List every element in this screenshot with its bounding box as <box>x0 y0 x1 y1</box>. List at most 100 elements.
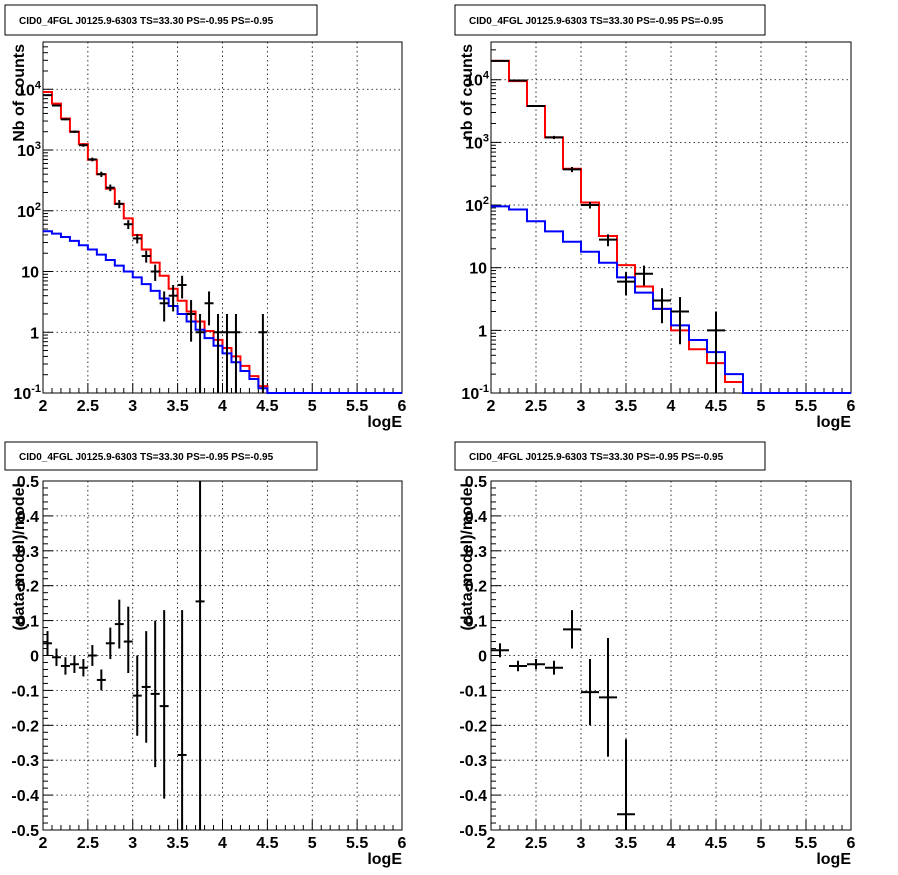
x-tick-label: 4 <box>218 835 227 852</box>
y-tick-label: -0.1 <box>459 683 487 700</box>
x-tick-label: 3.5 <box>615 398 637 415</box>
data-point <box>96 171 106 177</box>
data-point <box>213 313 223 393</box>
data-point <box>78 658 88 677</box>
data-point <box>545 135 563 140</box>
data-point <box>141 250 151 263</box>
y-tick-label: -0.5 <box>459 823 487 840</box>
chart-panel-1: CID0_4FGL J0125.9-6303 TS=33.30 PS=-0.95… <box>4 4 407 431</box>
data-point <box>563 166 581 173</box>
data-point <box>141 631 151 743</box>
x-tick-label: 2 <box>487 398 496 415</box>
data-point <box>599 234 617 247</box>
data-point <box>132 234 142 244</box>
data-point <box>123 220 133 230</box>
data-point <box>186 299 196 342</box>
x-tick-label: 3.5 <box>167 398 189 415</box>
x-tick-label: 4.5 <box>705 398 727 415</box>
y-tick-label: 1 <box>478 323 487 340</box>
panel-title: CID0_4FGL J0125.9-6303 TS=33.30 PS=-0.95… <box>19 452 274 463</box>
x-tick-label: 4 <box>667 398 676 415</box>
data-point <box>87 645 97 666</box>
grid <box>490 42 852 394</box>
x-tick-label: 4.5 <box>256 398 278 415</box>
y-tick-label: 10-1 <box>461 383 489 403</box>
data-point <box>69 655 79 673</box>
y-tick-label: -0.3 <box>11 753 39 770</box>
data-point <box>204 291 214 326</box>
y-tick-label: 102 <box>17 201 41 221</box>
y-tick-label: 102 <box>465 195 489 215</box>
data-point <box>78 143 88 147</box>
data-point <box>195 481 205 830</box>
data-point <box>509 79 527 82</box>
series-line-blue <box>491 205 851 394</box>
y-axis-title: (data-model)/model <box>11 483 28 631</box>
y-tick-label: 0.3 <box>465 544 487 561</box>
data-point <box>195 313 205 393</box>
x-tick-label: 5.5 <box>795 398 817 415</box>
x-tick-label: 3.5 <box>167 835 189 852</box>
panel-title-box <box>4 441 318 471</box>
x-tick-label: 5 <box>308 398 317 415</box>
x-axis-title: logE <box>816 851 851 868</box>
data-point <box>159 610 169 799</box>
data-point <box>69 130 79 133</box>
data-point <box>258 313 268 393</box>
data-point <box>159 291 169 322</box>
y-tick-label: 0 <box>30 649 39 666</box>
x-tick-label: 5.5 <box>346 398 368 415</box>
data-point <box>527 658 545 670</box>
x-tick-label: 6 <box>398 398 407 415</box>
panel-title: CID0_4FGL J0125.9-6303 TS=33.30 PS=-0.95… <box>469 16 724 27</box>
data-points <box>491 59 725 393</box>
y-tick-label: -0.4 <box>459 788 487 805</box>
data-point <box>105 184 115 192</box>
data-point <box>177 275 187 299</box>
data-point <box>581 658 599 726</box>
data-point <box>51 104 61 107</box>
y-tick-label: 0.4 <box>465 509 487 526</box>
x-tick-label: 3 <box>128 398 137 415</box>
x-tick-label: 4.5 <box>705 835 727 852</box>
data-point <box>491 59 509 62</box>
panel-title-box <box>4 4 318 36</box>
x-tick-label: 6 <box>847 835 856 852</box>
x-axis-title: logE <box>367 851 402 868</box>
data-points <box>43 481 205 830</box>
x-tick-label: 2 <box>39 398 48 415</box>
panel-title: CID0_4FGL J0125.9-6303 TS=33.30 PS=-0.95… <box>469 452 724 463</box>
data-point <box>87 157 97 162</box>
data-point <box>168 284 178 312</box>
y-tick-label: 104 <box>17 79 42 99</box>
grid <box>490 480 852 831</box>
data-point <box>599 638 617 757</box>
x-tick-label: 3 <box>128 835 137 852</box>
data-point <box>545 660 563 675</box>
x-tick-label: 2.5 <box>525 835 547 852</box>
data-point <box>563 610 581 649</box>
data-points <box>491 610 635 830</box>
y-axis-title: nb of counts <box>459 44 476 140</box>
data-point <box>105 627 115 659</box>
y-tick-label: 103 <box>465 132 489 152</box>
y-tick-label: 0.5 <box>17 474 39 491</box>
data-point <box>60 657 70 675</box>
data-point <box>617 272 635 296</box>
x-tick-label: 5.5 <box>346 835 368 852</box>
panel-title-box <box>454 4 766 36</box>
chart-panel-3: CID0_4FGL J0125.9-6303 TS=33.30 PS=-0.95… <box>4 441 407 868</box>
y-tick-label: 0.5 <box>465 474 487 491</box>
y-tick-label: 10 <box>469 261 487 278</box>
y-tick-label: 103 <box>17 140 41 160</box>
data-point <box>527 105 545 108</box>
y-tick-label: -0.3 <box>459 753 487 770</box>
y-tick-label: 0.1 <box>465 614 487 631</box>
data-point <box>671 297 689 345</box>
series-line-blue <box>43 230 402 394</box>
data-point <box>653 288 671 324</box>
data-point <box>491 643 509 658</box>
x-tick-label: 2 <box>487 835 496 852</box>
x-tick-label: 4.5 <box>256 835 278 852</box>
